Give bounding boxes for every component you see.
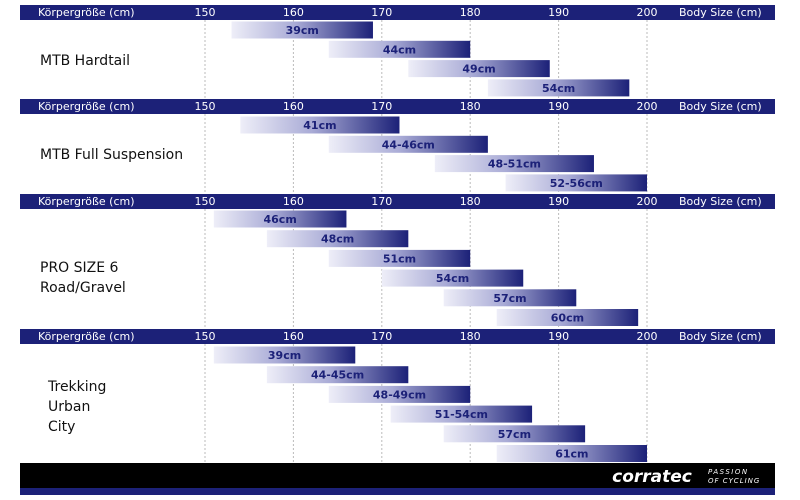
axis-label: Körpergröße (cm) <box>38 100 135 113</box>
x-tick-label: 150 <box>195 195 216 208</box>
header-band <box>20 5 775 20</box>
bar-label: 57cm <box>493 292 526 305</box>
x-tick-label: 180 <box>460 100 481 113</box>
bar-label: 51-54cm <box>435 408 488 421</box>
bar-label: 39cm <box>268 349 301 362</box>
size-bar <box>266 230 409 248</box>
x-tick-label: 190 <box>548 195 569 208</box>
block-title: City <box>48 419 75 435</box>
x-tick-label: 170 <box>371 6 392 19</box>
x-tick-label: 160 <box>283 100 304 113</box>
bar-label: 54cm <box>436 272 469 285</box>
block-title: Road/Gravel <box>40 280 126 296</box>
block-title: PRO SIZE 6 <box>40 260 119 276</box>
x-tick-label: 200 <box>637 100 658 113</box>
bar-label: 60cm <box>551 312 584 325</box>
bar-label: 44-46cm <box>382 138 435 151</box>
header-band <box>20 99 775 114</box>
x-tick-label: 200 <box>637 195 658 208</box>
tagline: PASSION <box>708 468 749 476</box>
x-tick-label: 200 <box>637 6 658 19</box>
block-title: Trekking <box>47 379 106 395</box>
x-tick-label: 180 <box>460 330 481 343</box>
bar-label: 44cm <box>383 43 416 56</box>
size-bar <box>328 135 488 153</box>
bar-label: 44-45cm <box>311 369 364 382</box>
size-bar <box>443 425 586 443</box>
x-tick-label: 170 <box>371 195 392 208</box>
bar-label: 52-56cm <box>550 177 603 190</box>
x-tick-label: 150 <box>195 100 216 113</box>
size-bar <box>496 309 639 326</box>
bar-label: 48-51cm <box>488 158 541 171</box>
tagline: OF CYCLING <box>708 477 760 485</box>
x-tick-label: 160 <box>283 195 304 208</box>
x-tick-label: 150 <box>195 6 216 19</box>
x-tick-label: 150 <box>195 330 216 343</box>
size-bar <box>328 385 471 403</box>
bar-label: 46cm <box>263 213 296 226</box>
x-tick-label: 200 <box>637 330 658 343</box>
bar-label: 57cm <box>498 428 531 441</box>
axis-label: Body Size (cm) <box>679 100 762 113</box>
size-bar <box>328 249 471 267</box>
block-title: Urban <box>48 399 90 415</box>
x-tick-label: 190 <box>548 100 569 113</box>
bar-label: 41cm <box>303 119 336 132</box>
size-bar <box>240 116 400 134</box>
x-tick-label: 190 <box>548 6 569 19</box>
axis-label: Body Size (cm) <box>679 195 762 208</box>
axis-label: Body Size (cm) <box>679 6 762 19</box>
x-tick-label: 170 <box>371 100 392 113</box>
size-bar <box>328 40 471 58</box>
bar-label: 48-49cm <box>373 388 426 401</box>
size-bar <box>505 174 647 192</box>
footer-strip <box>20 488 775 495</box>
x-tick-label: 170 <box>371 330 392 343</box>
size-bar <box>213 346 356 364</box>
bar-label: 48cm <box>321 233 354 246</box>
size-bar <box>381 269 524 287</box>
bar-label: 39cm <box>286 24 319 37</box>
axis-label: Body Size (cm) <box>679 330 762 343</box>
axis-label: Körpergröße (cm) <box>38 195 135 208</box>
x-tick-label: 180 <box>460 6 481 19</box>
size-bar <box>443 289 577 307</box>
footer-bar <box>20 463 775 488</box>
size-bar <box>496 445 647 462</box>
header-band <box>20 329 775 344</box>
axis-label: Körpergröße (cm) <box>38 330 135 343</box>
header-band <box>20 194 775 209</box>
size-bar <box>487 79 630 97</box>
x-tick-label: 160 <box>283 330 304 343</box>
block-title: MTB Full Suspension <box>40 147 183 163</box>
size-bar <box>231 21 373 39</box>
x-tick-label: 160 <box>283 6 304 19</box>
axis-label: Körpergröße (cm) <box>38 6 135 19</box>
size-bar <box>434 155 594 173</box>
bar-label: 61cm <box>555 448 588 461</box>
size-bar <box>266 366 409 384</box>
size-bar <box>408 60 550 78</box>
bar-label: 49cm <box>462 63 495 76</box>
x-tick-label: 180 <box>460 195 481 208</box>
x-tick-label: 190 <box>548 330 569 343</box>
size-bar <box>390 405 533 423</box>
bar-label: 51cm <box>383 252 416 265</box>
block-title: MTB Hardtail <box>40 53 130 69</box>
brand: corratec <box>612 467 692 487</box>
bar-label: 54cm <box>542 82 575 95</box>
size-bar <box>213 210 347 228</box>
